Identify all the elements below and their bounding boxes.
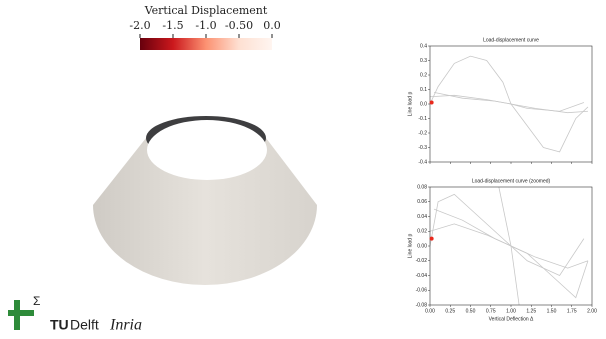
y-tick-label: 0.3 [420,58,427,64]
x-tick-label: 1.50 [547,308,557,314]
cone-model [93,116,317,285]
current-point [430,101,434,105]
y-tick-label: 0.2 [420,72,427,78]
curve [430,224,588,268]
y-tick-label: 0.08 [417,184,427,190]
curve [434,209,584,275]
colorbar-tick-label: -2.0 [129,19,150,32]
x-tick-label: 1.25 [526,308,536,314]
colorbar-tick-label: -1.0 [195,19,216,32]
colorbar-title: Vertical Displacement [144,4,268,17]
screen: Vertical Displacement Σ TU Delft Inria -… [0,0,606,339]
colorbar-tick-label: 0.0 [263,19,281,32]
colorbar-tick-label: -1.5 [162,19,183,32]
logo-symbol: Σ [33,294,40,308]
logos: Σ TU Delft Inria [8,294,142,334]
logo-tu: TU [50,317,69,333]
x-tick-label: 2.00 [587,308,597,314]
colorbar-tick-label: -0.50 [225,19,253,32]
y-tick-label: 0.4 [420,43,427,49]
logo-delft: Delft [70,317,99,333]
page: Vertical Displacement Σ TU Delft Inria -… [0,0,606,339]
y-tick-label: -0.3 [418,145,427,151]
chart-title: Load-displacement curve (zoomed) [472,178,551,184]
x-tick-label: 1.00 [506,308,516,314]
x-tick-label: 0.00 [425,308,435,314]
y-tick-label: -0.4 [418,159,427,165]
x-tick-label: 0.50 [466,308,476,314]
colorbar [140,38,272,50]
chart-title: Load-displacement curve [483,37,539,43]
x-axis-label: Vertical Deflection Δ [489,316,534,322]
y-tick-label: 0.04 [417,214,427,220]
y-tick-label: -0.1 [418,116,427,122]
logo-inria: Inria [109,317,142,334]
x-tick-label: 1.75 [567,308,577,314]
current-point [430,237,434,241]
curve [499,187,519,305]
x-tick-label: 0.75 [486,308,496,314]
curve [430,194,588,297]
y-tick-label: -0.06 [416,288,428,294]
y-tick-label: -0.2 [418,130,427,136]
y-tick-label: 0.00 [417,243,427,249]
x-tick-label: 0.25 [445,308,455,314]
y-tick-label: 0.06 [417,199,427,205]
y-axis-label: Line load p [407,234,413,259]
y-tick-label: -0.04 [416,273,428,279]
y-axis-label: Line load p [407,92,413,117]
y-tick-label: 0.0 [420,101,427,107]
y-tick-label: 0.02 [417,229,427,235]
y-tick-label: 0.1 [420,87,427,93]
y-tick-label: -0.02 [416,258,428,264]
